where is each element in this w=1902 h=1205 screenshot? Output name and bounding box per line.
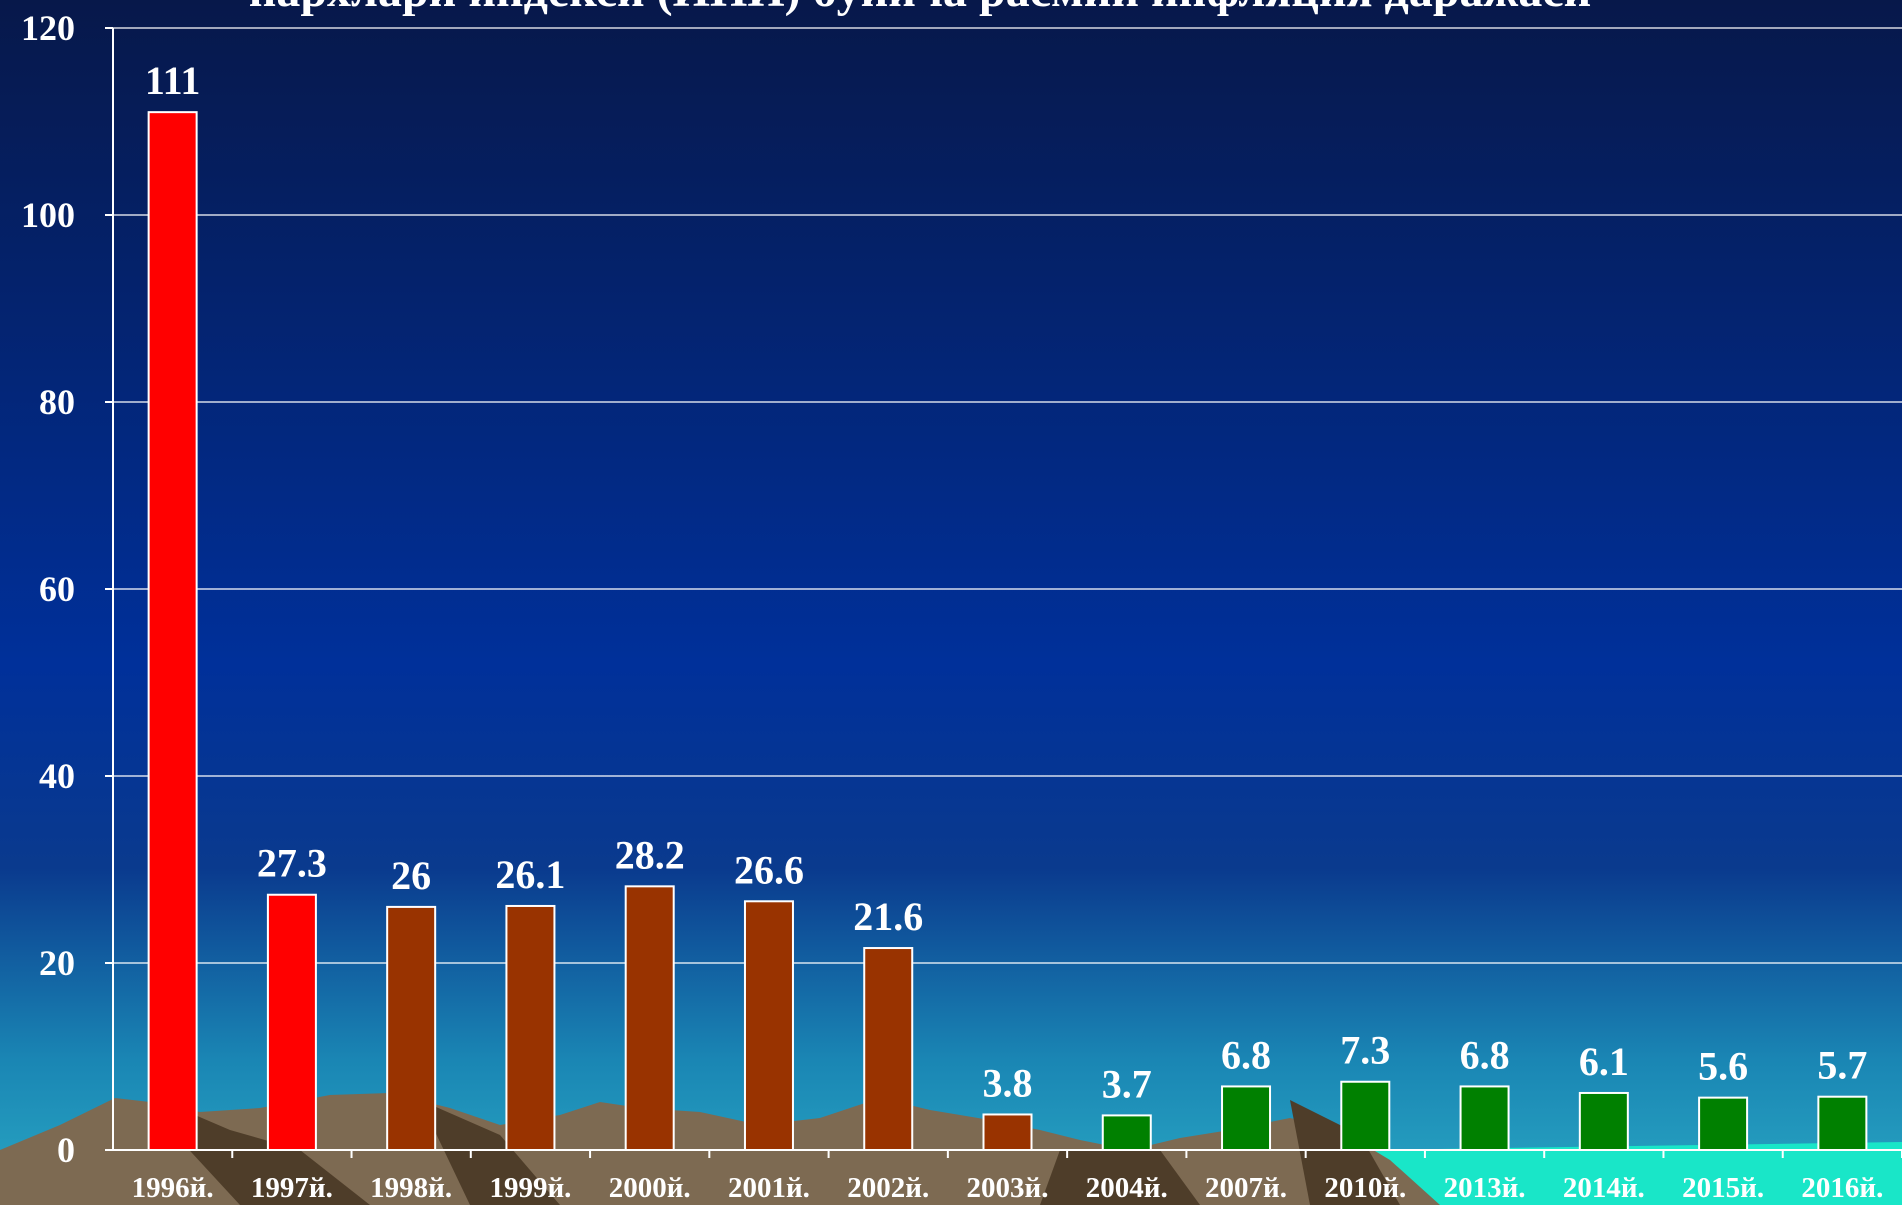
value-label: 26.6 [734, 847, 804, 892]
value-label: 111 [145, 58, 201, 103]
bar [624, 885, 675, 1152]
y-tick-label: 40 [39, 756, 75, 796]
value-label: 26 [391, 853, 431, 898]
y-tick-label: 20 [39, 943, 75, 983]
value-label: 27.3 [257, 841, 327, 886]
y-tick-label: 60 [39, 569, 75, 609]
y-tick-label: 0 [57, 1130, 75, 1170]
value-label: 21.6 [853, 894, 923, 939]
value-label: 6.1 [1579, 1039, 1629, 1084]
bar [266, 893, 317, 1151]
bar [386, 905, 437, 1152]
value-label: 3.7 [1102, 1061, 1152, 1106]
mountain-shadow [420, 1100, 560, 1205]
x-tick-label: 2000й. [609, 1172, 691, 1204]
bar [1340, 1080, 1391, 1151]
bar [863, 947, 914, 1151]
x-tick-label: 2014й. [1563, 1172, 1645, 1204]
value-label: 7.3 [1340, 1028, 1390, 1073]
x-tick-label: 2003й. [967, 1172, 1049, 1204]
bar [1459, 1085, 1510, 1152]
bar [147, 111, 198, 1151]
mountain-shadow [160, 1100, 370, 1205]
bar [1578, 1091, 1629, 1151]
sea [1370, 1142, 1902, 1205]
y-tick-label: 80 [39, 382, 75, 422]
x-tick-label: 2001й. [728, 1172, 810, 1204]
x-tick-label: 2010й. [1324, 1172, 1406, 1204]
x-tick-label: 2002й. [847, 1172, 929, 1204]
bar [1817, 1095, 1868, 1151]
bar [1101, 1114, 1152, 1152]
x-tick-label: 1999й. [489, 1172, 571, 1204]
mountain-shadow [1290, 1100, 1400, 1205]
x-tick-label: 1998й. [370, 1172, 452, 1204]
x-tick-label: 1996й. [132, 1172, 214, 1204]
bar [1221, 1085, 1272, 1152]
x-tick-label: 2004й. [1086, 1172, 1168, 1204]
y-tick-label: 120 [21, 8, 75, 48]
value-label: 6.8 [1460, 1032, 1510, 1077]
bar [982, 1113, 1033, 1151]
value-label: 28.2 [615, 832, 685, 877]
y-tick-label: 100 [21, 195, 75, 235]
x-tick-label: 2007й. [1205, 1172, 1287, 1204]
x-tick-label: 2016й. [1801, 1172, 1883, 1204]
mountain-shadow [1040, 1150, 1200, 1205]
value-label: 5.7 [1817, 1043, 1867, 1088]
value-label: 5.6 [1698, 1044, 1748, 1089]
bar [505, 904, 556, 1152]
x-tick-label: 2015й. [1682, 1172, 1764, 1204]
value-label: 3.8 [983, 1060, 1033, 1105]
bar [743, 900, 794, 1151]
chart-title: нархлари индекси (ИНИ) бўйича расмий инф… [249, 0, 1592, 17]
bar [1698, 1096, 1749, 1152]
x-tick-label: 2013й. [1444, 1172, 1526, 1204]
value-label: 26.1 [495, 852, 565, 897]
value-label: 6.8 [1221, 1032, 1271, 1077]
x-tick-label: 1997й. [251, 1172, 333, 1204]
